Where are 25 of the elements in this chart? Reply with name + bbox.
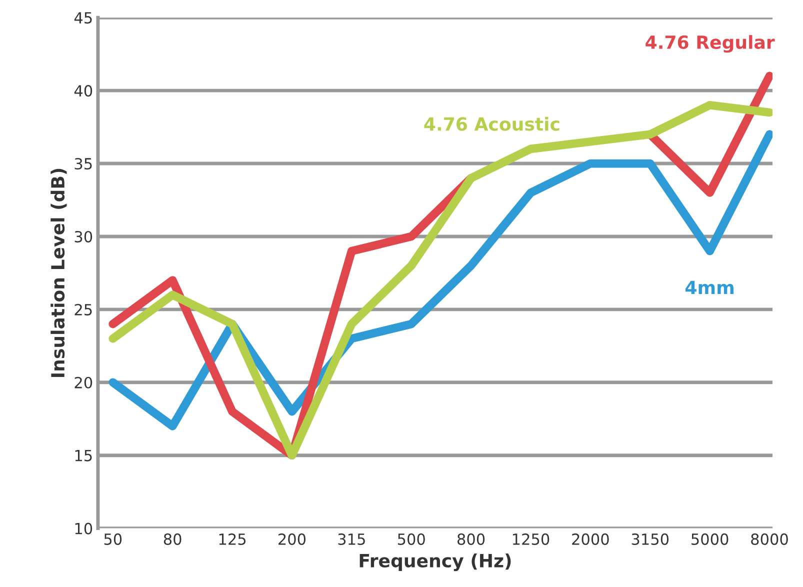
y-tick-label: 30 — [74, 230, 92, 242]
x-tick-label: 125 — [219, 533, 246, 545]
y-tick-label: 45 — [74, 12, 92, 24]
y-tick-label: 20 — [74, 376, 92, 388]
x-axis-title: Frequency (Hz) — [360, 554, 511, 572]
y-axis-title: Insulation Level (dB) — [50, 168, 67, 377]
y-tick-label: 15 — [75, 450, 92, 462]
x-tick-label: 200 — [278, 533, 306, 545]
x-tick-label: 8000 — [751, 533, 788, 545]
x-tick-label: 315 — [338, 533, 365, 545]
x-tick-label: 2000 — [572, 533, 609, 545]
y-tick-label: 25 — [74, 304, 92, 316]
x-tick-label: 3150 — [632, 533, 669, 545]
y-tick-label: 10 — [75, 522, 92, 534]
series-label: 4.76 Regular — [646, 35, 775, 53]
y-tick-label: 40 — [74, 85, 92, 97]
x-tick-label: 50 — [104, 533, 122, 545]
x-tick-label: 5000 — [692, 533, 728, 545]
text: 4mm — [686, 280, 734, 294]
x-tick-label: 500 — [398, 533, 425, 545]
series-label: 4.76 Acoustic — [424, 116, 560, 131]
x-tick-label: 800 — [457, 533, 485, 545]
x-tick-label: 1250 — [512, 533, 550, 545]
y-tick-label: 35 — [74, 158, 92, 170]
x-tick-label: 80 — [164, 533, 182, 545]
